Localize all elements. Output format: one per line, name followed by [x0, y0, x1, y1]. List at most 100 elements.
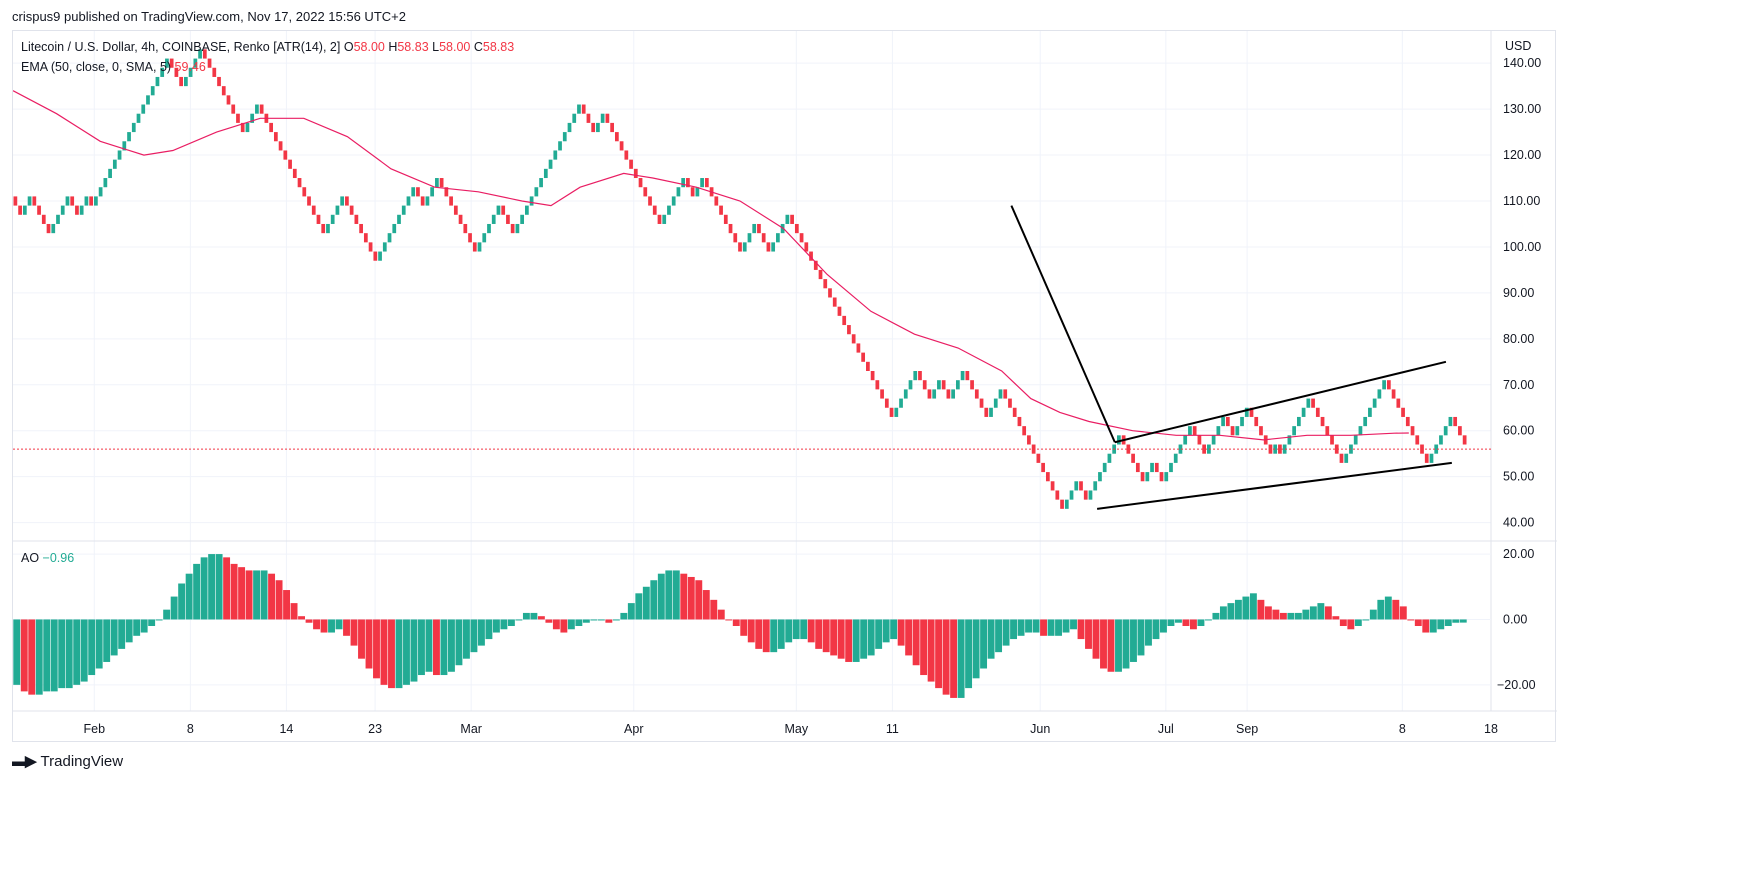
ao-bar-falling: [1092, 619, 1100, 659]
renko-brick-up: [340, 196, 345, 206]
trendline[interactable]: [1096, 461, 1452, 510]
ao-bar-rising: [13, 619, 21, 685]
renko-brick-up: [1448, 416, 1453, 427]
ao-bar-falling: [1407, 619, 1415, 621]
renko-brick-up: [117, 150, 122, 160]
ao-bar-rising: [890, 619, 898, 640]
ao-bar-rising: [88, 619, 96, 676]
price-tick-label: 100.00: [1503, 240, 1541, 254]
price-tick-label: 60.00: [1503, 424, 1534, 438]
ao-bar-rising: [425, 619, 433, 672]
renko-brick-up: [335, 205, 340, 215]
time-tick-label: Apr: [624, 722, 643, 736]
ao-bar-rising: [462, 619, 470, 659]
renko-brick-down: [1458, 426, 1462, 436]
renko-brick-up: [543, 168, 548, 179]
renko-brick-down: [13, 196, 18, 206]
renko-brick-up: [662, 214, 667, 224]
ao-bar-falling: [343, 619, 350, 636]
renko-brick-down: [818, 269, 823, 280]
ao-bar-rising: [567, 619, 575, 630]
ao-value: −0.96: [42, 551, 75, 565]
renko-brick-up: [548, 159, 553, 169]
trendline[interactable]: [1114, 360, 1447, 444]
renko-brick-down: [1386, 380, 1391, 390]
renko-brick-down: [458, 214, 463, 224]
renko-brick-down: [984, 407, 989, 417]
renko-brick-up: [1178, 444, 1183, 454]
ao-bar-falling: [905, 619, 913, 656]
renko-brick-up: [245, 122, 250, 133]
ao-bar-falling: [238, 567, 246, 620]
chart-frame[interactable]: 140.00 130.00 120.00 110.00 100.00 90.00 80.00…: [12, 30, 1557, 743]
renko-brick-up: [65, 196, 70, 206]
renko-brick-down: [1036, 453, 1041, 463]
ao-bar-rising: [530, 612, 538, 620]
renko-brick-up: [894, 407, 899, 417]
symbol-title[interactable]: Litecoin / U.S. Dollar, 4h, COINBASE, Re…: [21, 40, 341, 54]
ao-bar-rising: [440, 619, 448, 676]
renko-brick-up: [155, 76, 160, 87]
ao-bar-rising: [328, 619, 335, 633]
renko-brick-up: [1353, 435, 1358, 445]
renko-brick-up: [146, 95, 150, 105]
renko-brick-up: [1382, 380, 1386, 390]
renko-brick-up: [51, 223, 56, 234]
tradingview-footer[interactable]: ▬▶ TradingView: [12, 752, 123, 771]
ao-label[interactable]: AO: [21, 551, 40, 565]
ao-bar-rising: [1227, 603, 1235, 620]
ao-bar-rising: [65, 619, 73, 689]
ao-bar-rising: [418, 619, 425, 676]
ao-bar-rising: [403, 619, 410, 685]
close-value: 58.83: [482, 40, 515, 54]
renko-brick-down: [979, 398, 984, 408]
ao-bar-falling: [298, 616, 305, 620]
ao-bar-rising: [110, 619, 118, 656]
renko-brick-down: [292, 168, 297, 179]
renko-brick-up: [671, 196, 676, 206]
renko-brick-up: [378, 251, 382, 261]
renko-brick-down: [231, 104, 236, 114]
renko-brick-up: [1102, 462, 1107, 473]
chart-canvas[interactable]: 140.00130.00120.00110.00100.0090.0080.00…: [13, 31, 1557, 743]
renko-brick-up: [108, 168, 112, 179]
renko-brick-up: [596, 122, 600, 133]
time-tick-label: 18: [1484, 722, 1498, 736]
ao-bar-rising: [1167, 619, 1175, 626]
ao-bar-rising: [582, 619, 590, 623]
renko-brick-down: [946, 389, 951, 399]
ao-bar-rising: [410, 619, 418, 682]
trendline[interactable]: [1010, 205, 1116, 443]
renko-brick-up: [998, 389, 1003, 399]
renko-brick-down: [468, 233, 472, 243]
renko-brick-down: [875, 380, 880, 390]
ema-label[interactable]: EMA (50, close, 0, SMA, 5): [21, 60, 172, 74]
low-label: L: [432, 40, 440, 54]
renko-brick-up: [520, 214, 525, 224]
renko-brick-down: [32, 196, 37, 206]
renko-brick-down: [506, 214, 510, 224]
renko-brick-up: [903, 389, 908, 399]
ao-tick-label: 20.00: [1503, 547, 1534, 561]
renko-brick-up: [94, 196, 98, 206]
renko-brick-down: [89, 196, 94, 206]
ao-bar-falling: [605, 619, 613, 623]
ao-bar-rising: [200, 557, 208, 620]
ao-bar-rising: [1160, 619, 1167, 633]
renko-brick-up: [103, 178, 108, 188]
ao-bar-rising: [1369, 609, 1377, 620]
renko-brick-up: [899, 398, 903, 408]
renko-brick-up: [496, 205, 501, 215]
ao-bar-rising: [260, 570, 268, 620]
renko-brick-up: [600, 113, 605, 123]
ao-bar-rising: [125, 619, 133, 643]
ao-bar-falling: [920, 619, 928, 676]
renko-brick-down: [1396, 398, 1401, 408]
renko-brick-up: [1434, 444, 1439, 454]
high-value: 58.83: [397, 40, 429, 54]
renko-brick-up: [681, 178, 686, 188]
renko-brick-down: [420, 196, 425, 206]
ao-bar-falling: [695, 580, 703, 620]
ao-bar-falling: [1324, 606, 1332, 620]
ao-bar-falling: [680, 573, 688, 620]
